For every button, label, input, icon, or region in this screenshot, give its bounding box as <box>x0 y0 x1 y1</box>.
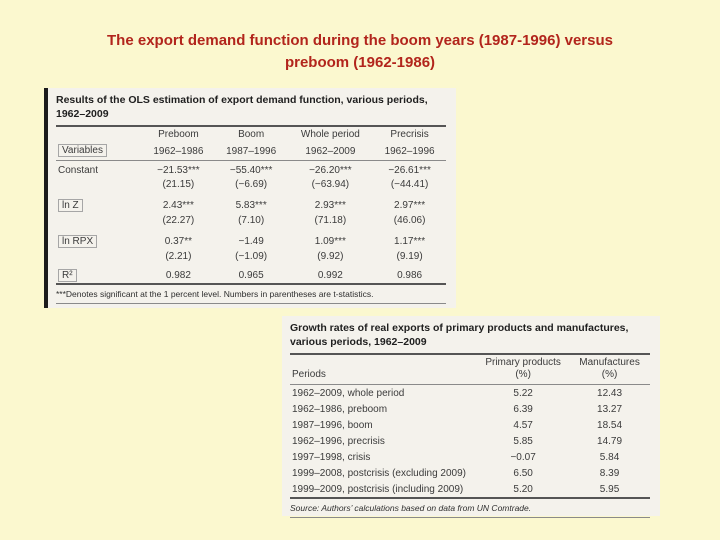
table-row: 1962–2009, whole period 5.22 12.43 <box>290 385 650 402</box>
table-footnote: ***Denotes significant at the 1 percent … <box>56 286 446 305</box>
table-cell: 12.43 <box>597 387 623 399</box>
variable-label <box>56 178 142 196</box>
growth-table-panel: Growth rates of real exports of primary … <box>282 316 660 519</box>
table-cell: 6.39 <box>513 403 533 415</box>
table-row: ln RPX 0.37** −1.49 1.09*** 1.17*** <box>56 231 446 250</box>
column-header: Precrisis <box>390 129 429 141</box>
variable-label: ln Z <box>56 195 142 214</box>
table-cell: (7.10) <box>238 215 265 227</box>
table-cell: (2.21) <box>165 251 192 263</box>
variable-label <box>56 250 142 268</box>
table-cell: 0.982 <box>165 269 191 281</box>
ols-table-title: Results of the OLS estimation of export … <box>56 94 428 120</box>
table-header-row: Variables 1962–1986 1987–1996 1962–2009 … <box>56 142 446 162</box>
table-cell: (9.92) <box>317 251 344 263</box>
table-cell: 5.22 <box>513 387 533 399</box>
column-header: Manufactures (%) <box>569 354 650 386</box>
period-label: 1999–2009, postcrisis (including 2009) <box>292 483 464 495</box>
period-label: 1962–1986, preboom <box>292 403 388 415</box>
table-row: 1999–2009, postcrisis (including 2009) 5… <box>290 481 650 498</box>
table-cell: 13.27 <box>597 403 623 415</box>
slide-title-line1: The export demand function during the bo… <box>107 32 613 49</box>
slide-title: The export demand function during the bo… <box>0 30 720 74</box>
table-cell: 5.83*** <box>235 200 267 212</box>
table-header-row: Periods Primary products (%) Manufacture… <box>290 354 650 386</box>
table-source-note: Source: Authors’ calculations based on d… <box>290 500 650 519</box>
table-cell: (−6.69) <box>235 179 268 191</box>
table-cell: −55.40*** <box>229 165 273 177</box>
variable-label: ln RPX <box>56 231 142 250</box>
table-cell: 0.965 <box>238 269 264 281</box>
table-cell: 5.20 <box>513 483 533 495</box>
column-header: Primary products (%) <box>477 354 570 386</box>
table-cell: 18.54 <box>597 419 623 431</box>
table-cell: 5.95 <box>599 483 620 495</box>
table-cell: −0.07 <box>510 451 536 463</box>
variable-label <box>56 214 142 232</box>
table-cell: −26.20*** <box>309 165 352 177</box>
column-header: 1962–1996 <box>373 142 446 162</box>
table-cell: 0.986 <box>397 269 423 281</box>
table-cell: 6.50 <box>513 467 533 479</box>
period-label: 1962–2009, whole period <box>292 387 405 399</box>
table-cell <box>56 126 142 142</box>
column-header: 1962–1986 <box>142 142 215 162</box>
table-cell: 5.84 <box>599 451 620 463</box>
table-cell: (−1.09) <box>235 251 268 263</box>
growth-table-title: Growth rates of real exports of primary … <box>290 322 629 348</box>
table-cell: 14.79 <box>597 435 623 447</box>
table-cell: −26.61*** <box>388 165 431 177</box>
table-row: (2.21) (−1.09) (9.92) (9.19) <box>56 250 446 268</box>
table-row: 1987–1996, boom 4.57 18.54 <box>290 417 650 433</box>
column-header: 1962–2009 <box>287 142 374 162</box>
table-cell: 5.85 <box>513 435 533 447</box>
table-row: (21.15) (−6.69) (−63.94) (−44.41) <box>56 178 446 196</box>
table-row: R² 0.982 0.965 0.992 0.986 <box>56 267 446 284</box>
period-label: 1962–1996, precrisis <box>292 435 385 447</box>
table-row: 1962–1986, preboom 6.39 13.27 <box>290 401 650 417</box>
column-header: 1987–1996 <box>214 142 288 162</box>
table-cell: 1.09*** <box>314 236 346 248</box>
table-cell: (−63.94) <box>311 179 350 191</box>
table-cell: −21.53*** <box>157 165 200 177</box>
table-cell: (46.06) <box>393 215 426 227</box>
column-header: Boom <box>238 129 265 141</box>
table-row: 1997–1998, crisis −0.07 5.84 <box>290 449 650 465</box>
slide-title-line2: preboom (1962-1986) <box>284 53 436 71</box>
variable-label: R² <box>56 267 142 284</box>
variable-label: Constant <box>58 165 99 177</box>
table-cell: 2.43*** <box>162 200 194 212</box>
period-label: 1999–2008, postcrisis (excluding 2009) <box>292 467 466 479</box>
column-header: Periods <box>290 354 478 386</box>
growth-table: Periods Primary products (%) Manufacture… <box>290 353 650 500</box>
table-cell: 2.97*** <box>394 200 426 212</box>
table-cell: (9.19) <box>396 251 423 263</box>
table-cell: 1.17*** <box>394 236 426 248</box>
table-cell: (21.15) <box>162 179 195 191</box>
period-label: 1987–1996, boom <box>292 419 373 431</box>
table-cell: 0.37** <box>164 236 192 248</box>
table-row: 1962–1996, precrisis 5.85 14.79 <box>290 433 650 449</box>
table-cell: 8.39 <box>599 467 620 479</box>
table-row: Constant −21.53*** −55.40*** −26.20*** −… <box>56 161 446 178</box>
table-cell: (22.27) <box>162 215 195 227</box>
table-cell: −1.49 <box>238 236 264 248</box>
column-header: Preboom <box>158 129 199 141</box>
table-cell: 4.57 <box>513 419 533 431</box>
table-cell: (71.18) <box>314 215 347 227</box>
column-header: Whole period <box>300 129 360 141</box>
period-label: 1997–1998, crisis <box>292 451 371 463</box>
table-header-row: Preboom Boom Whole period Precrisis <box>56 126 446 142</box>
table-row: (22.27) (7.10) (71.18) (46.06) <box>56 214 446 232</box>
table-row: ln Z 2.43*** 5.83*** 2.93*** 2.97*** <box>56 195 446 214</box>
table-row: 1999–2008, postcrisis (excluding 2009) 6… <box>290 465 650 481</box>
ols-table-panel: Results of the OLS estimation of export … <box>44 88 456 308</box>
row-header: Variables <box>56 142 142 162</box>
ols-table: Preboom Boom Whole period Precrisis Vari… <box>56 125 446 286</box>
table-cell: 0.992 <box>317 269 343 281</box>
table-cell: 2.93*** <box>314 200 346 212</box>
table-cell: (−44.41) <box>390 179 429 191</box>
